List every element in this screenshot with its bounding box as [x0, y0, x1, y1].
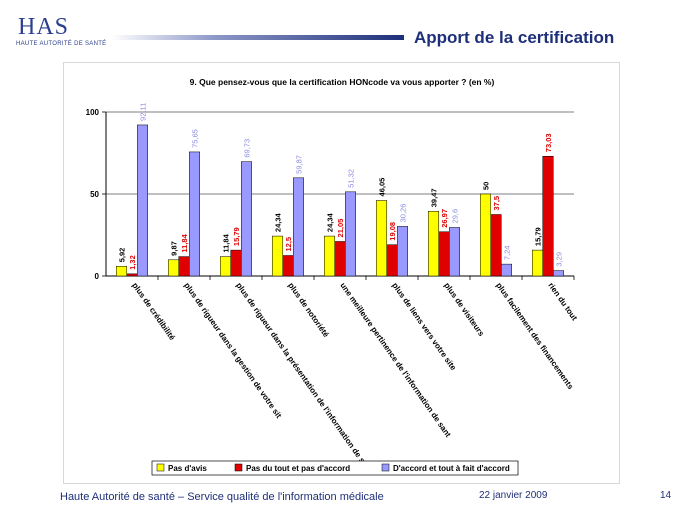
- data-label: 30,26: [399, 204, 408, 223]
- data-label: 24,34: [326, 212, 335, 232]
- data-label: 9,87: [170, 241, 179, 256]
- bar: [438, 231, 450, 277]
- data-label: 5,92: [118, 248, 127, 263]
- data-label: 19,08: [388, 222, 397, 241]
- data-label: 46,05: [378, 178, 387, 197]
- data-label: 15,79: [534, 227, 543, 246]
- bar: [480, 193, 491, 277]
- bar: [282, 255, 294, 277]
- bar: [501, 263, 512, 277]
- data-label: 75,65: [191, 129, 200, 148]
- bar: [230, 249, 242, 277]
- category-label: plus de crédibilité: [130, 281, 177, 342]
- bar: [241, 161, 252, 277]
- bar: [168, 259, 179, 277]
- y-tick-label: 50: [90, 190, 99, 199]
- data-label: 15,79: [232, 227, 241, 246]
- logo-mark: HAS: [18, 14, 70, 40]
- data-label: 11,84: [180, 233, 189, 252]
- data-label: 21,05: [336, 219, 345, 238]
- data-label: 26,97: [440, 209, 449, 228]
- bar: [345, 191, 356, 277]
- data-label: 39,47: [430, 188, 439, 207]
- data-label: 7,24: [503, 246, 512, 261]
- category-label: plus de notoriété: [286, 281, 331, 339]
- data-label: 1,32: [128, 255, 137, 270]
- bar: [553, 270, 564, 277]
- bar: [376, 200, 387, 277]
- bar: [386, 244, 398, 277]
- data-label: 24,34: [274, 212, 283, 232]
- data-label: 29,6: [451, 209, 460, 224]
- footer-organization: Haute Autorité de santé – Service qualit…: [60, 491, 384, 503]
- logo-subtitle: HAUTE AUTORITÉ DE SANTÉ: [16, 41, 107, 47]
- category-label: plus de rigueur dans la gestion de votre…: [182, 281, 283, 420]
- data-label: 37,5: [492, 196, 501, 211]
- bar: [397, 226, 408, 277]
- bar: [293, 177, 304, 277]
- bar: [126, 273, 138, 277]
- bar: [189, 151, 200, 277]
- bar: [542, 155, 554, 277]
- bar-chart: 9. Que pensez-vous que la certification …: [86, 77, 579, 476]
- y-tick-label: 0: [95, 272, 100, 281]
- bar: [137, 124, 148, 277]
- chart-title: 9. Que pensez-vous que la certification …: [190, 77, 495, 87]
- bar: [272, 235, 283, 277]
- data-label: 69,73: [243, 139, 252, 158]
- data-label: 11,84: [222, 233, 231, 252]
- slide-title: Apport de la certification: [414, 28, 615, 47]
- legend-entry: Pas d'avis: [168, 464, 207, 473]
- data-label: 3,29: [555, 252, 564, 267]
- bar: [334, 241, 346, 277]
- has-logo: HAS HAUTE AUTORITÉ DE SANTÉ: [12, 14, 122, 54]
- legend-swatch: [156, 463, 165, 472]
- legend-swatch: [381, 463, 390, 472]
- data-label: 12,5: [284, 237, 293, 252]
- y-tick-label: 100: [86, 108, 100, 117]
- category-label: rien du tout: [546, 281, 579, 322]
- bar: [116, 266, 127, 277]
- chart-frame: 9. Que pensez-vous que la certification …: [63, 62, 620, 484]
- bar: [490, 214, 502, 277]
- bar: [428, 211, 439, 277]
- data-label: 50: [482, 182, 491, 190]
- data-label: 59,87: [295, 155, 304, 174]
- bar: [449, 227, 460, 277]
- category-label: plus de visiteurs: [442, 281, 486, 338]
- data-label: 73,03: [544, 133, 553, 152]
- bar: [220, 256, 231, 277]
- data-label: 92,11: [139, 103, 148, 121]
- legend-box: [151, 460, 519, 476]
- bar: [178, 256, 190, 277]
- legend-swatch: [234, 463, 243, 472]
- bar: [532, 249, 543, 277]
- data-label: 51,32: [347, 169, 356, 188]
- legend-entry: Pas du tout et pas d'accord: [246, 464, 350, 473]
- header-divider: [112, 35, 404, 40]
- page-number: 14: [660, 490, 672, 501]
- category-label: une meilleure pertinence de l'informatio…: [338, 281, 452, 439]
- footer-date: 22 janvier 2009: [479, 490, 548, 501]
- legend-entry: D'accord et tout à fait d'accord: [393, 464, 510, 473]
- bar: [324, 235, 335, 277]
